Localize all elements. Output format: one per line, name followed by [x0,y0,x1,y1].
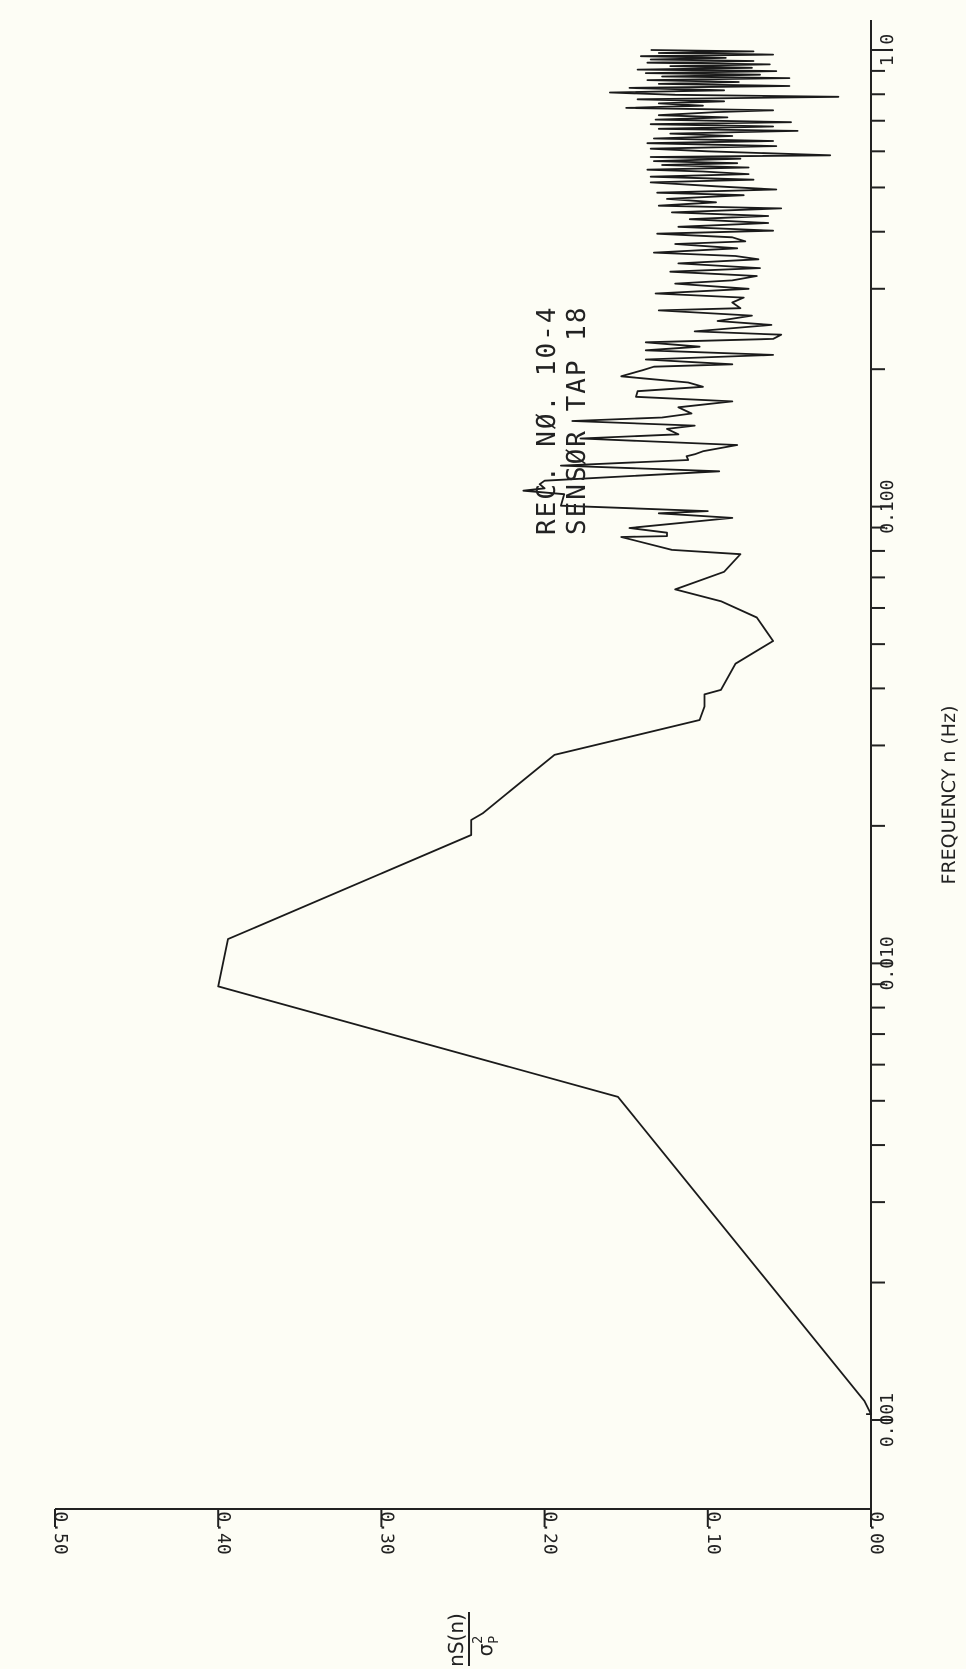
x-tick-label: 0.001 [877,1393,898,1447]
x-tick-label: 1.0 [877,34,898,67]
chart-title-line-1: REC. NØ. 10-4 [532,306,562,536]
series-line-0 [217,49,872,1415]
y-axis-title-subscript: P [487,1636,502,1644]
y-axis-title-superscript: 2 [471,1636,486,1644]
y-tick-label: 0.00 [866,1511,887,1554]
x-axis-title: FREQUENCY n (Hz) [938,706,960,885]
x-tick-label: 0.010 [877,936,898,990]
y-tick-label: 0.50 [50,1511,71,1554]
series-group [217,49,872,1415]
y-tick-label: 0.30 [376,1511,397,1554]
y-axis-title-sigma: σ [473,1643,497,1656]
y-tick-label: 0.10 [703,1511,724,1554]
x-tick-label: 0.100 [877,480,898,534]
y-axis-title-denominator: σP2 [471,1636,502,1657]
y-axis-title: nS(n) σP2 [444,1612,502,1667]
y-tick-label: 0.40 [213,1511,234,1554]
y-axis-title-numerator: nS(n) [444,1613,468,1667]
x-axis-ticks: 0.001 0.010 0.100 1.0 [871,34,898,1447]
y-axis-ticks: 0.00 0.10 0.20 0.30 0.40 0.50 [50,1509,887,1555]
y-tick-label: 0.20 [540,1511,561,1554]
chart-title-line-2: SENSØR TAP 18 [562,306,592,536]
